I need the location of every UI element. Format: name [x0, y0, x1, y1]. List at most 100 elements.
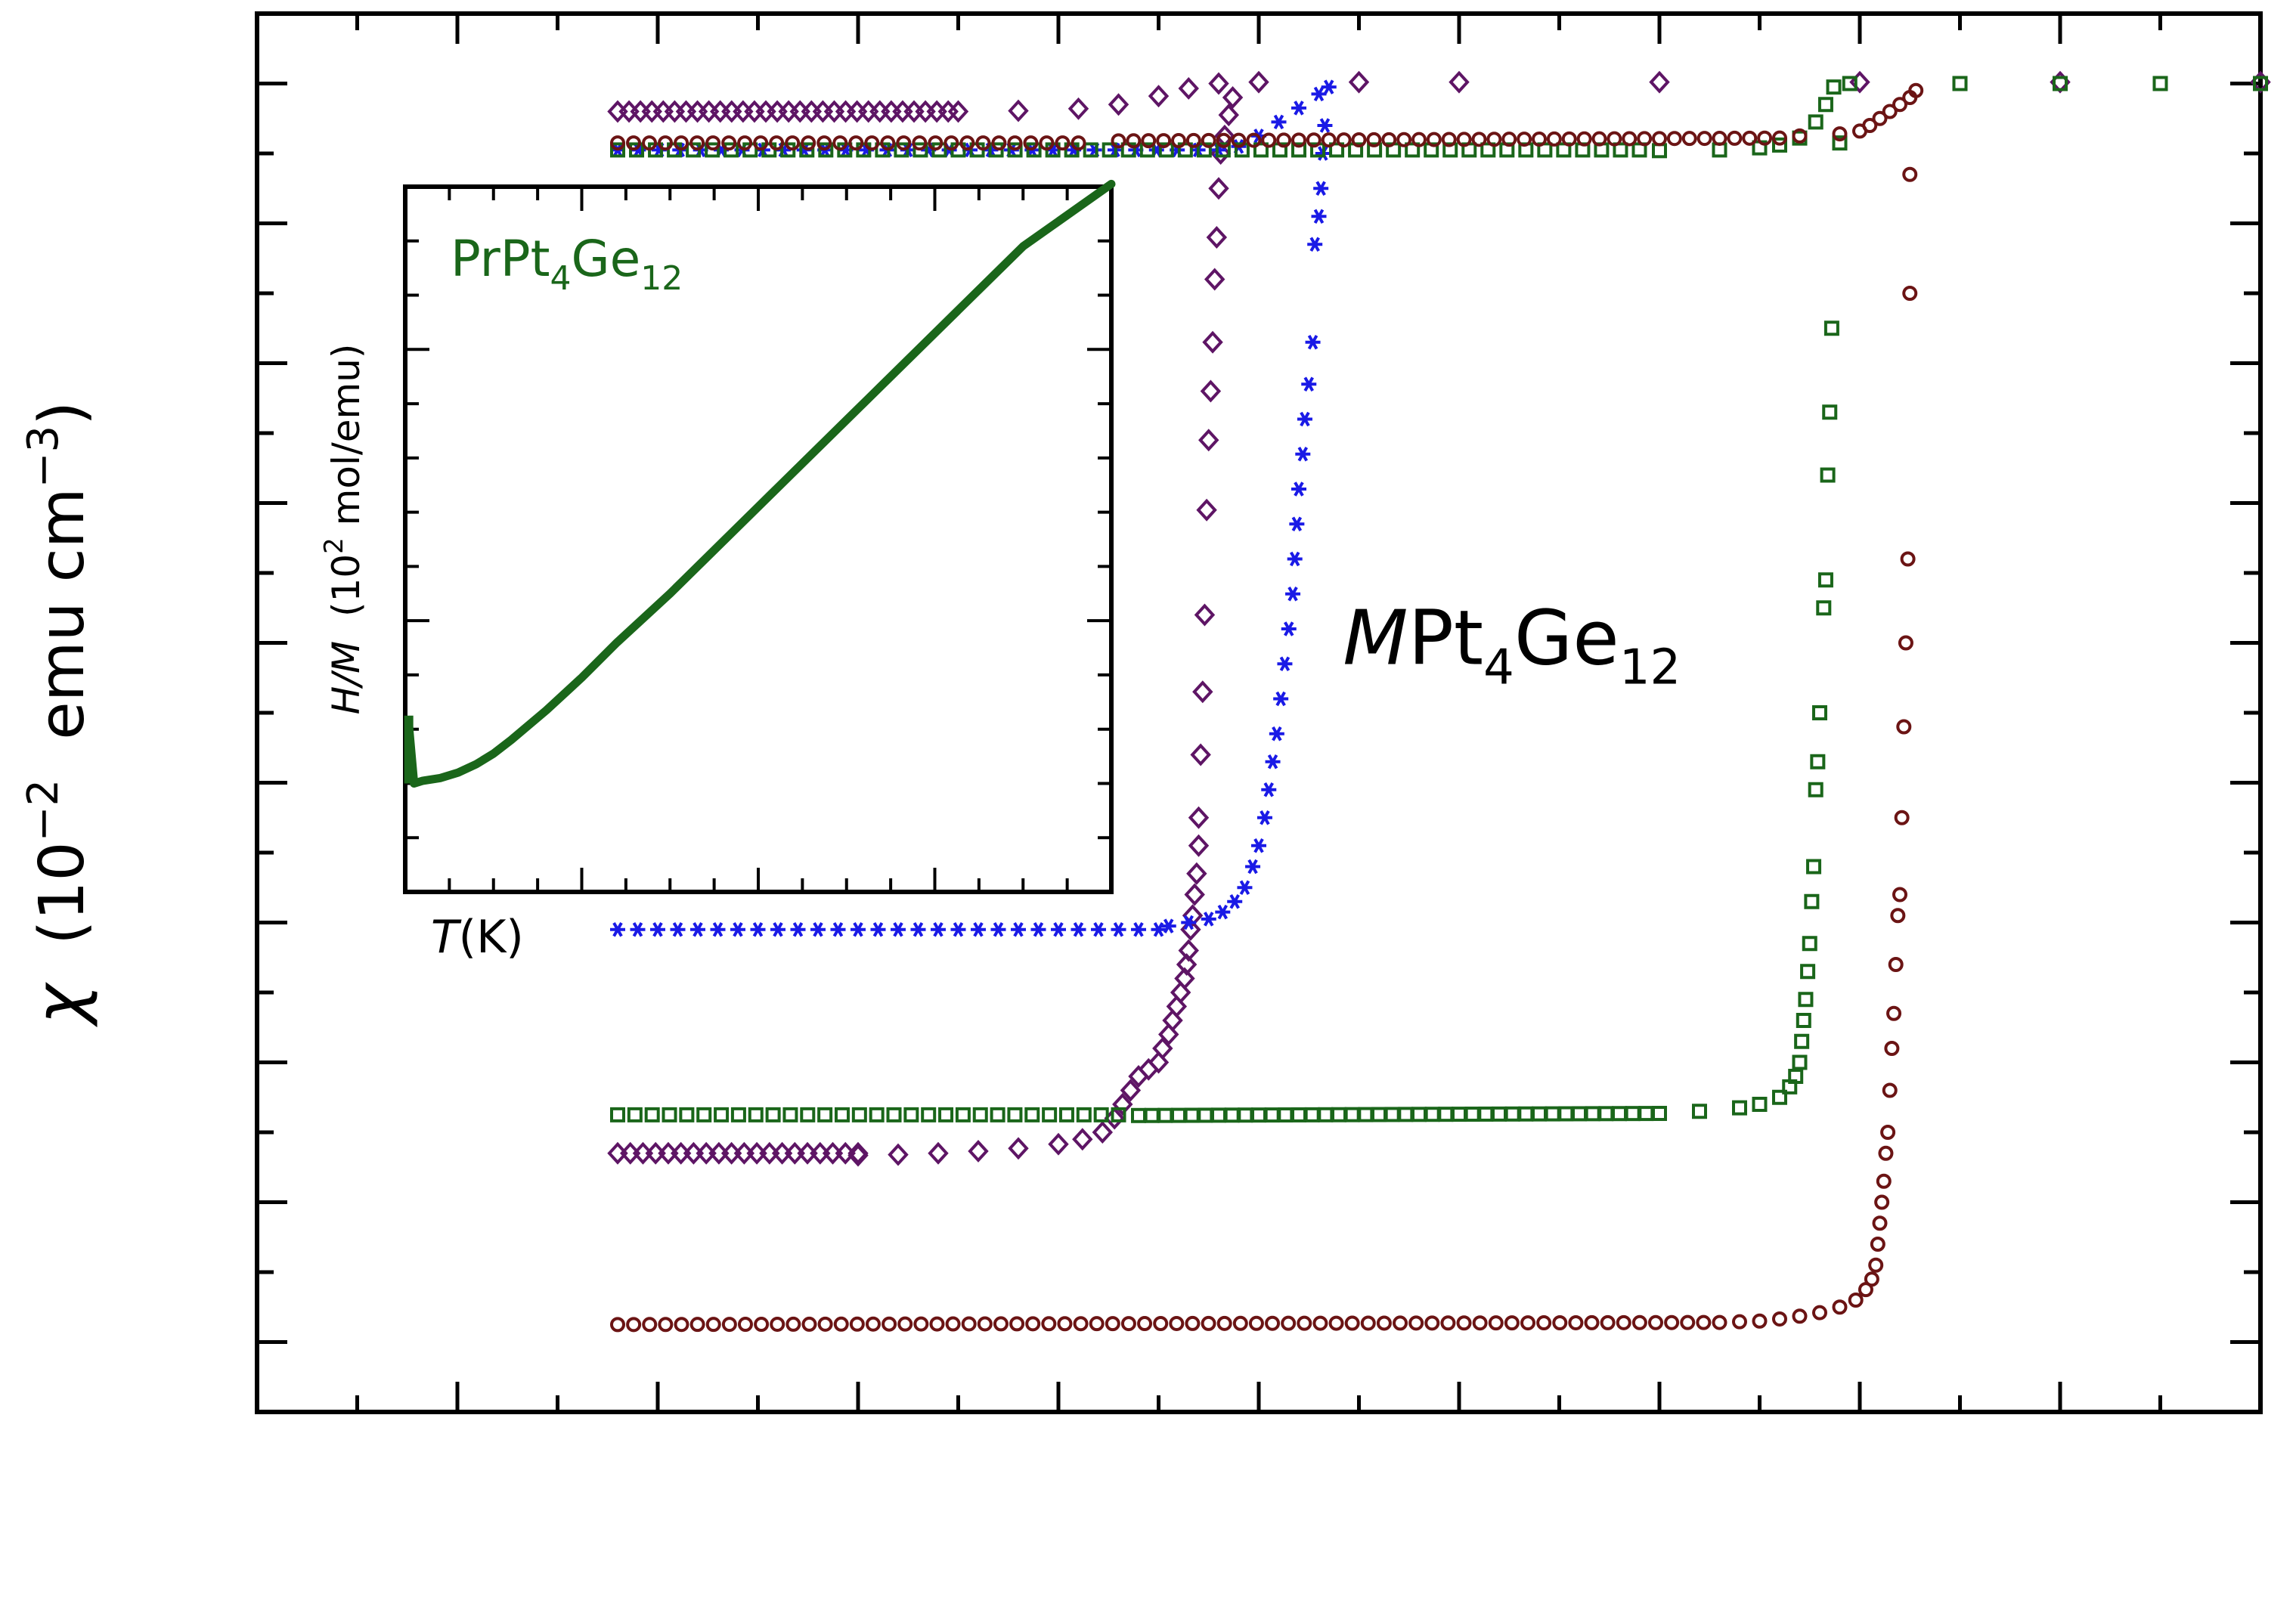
- data-point: [1808, 114, 1823, 130]
- data-point: [1073, 1316, 1089, 1332]
- data-point: [1488, 1315, 1504, 1331]
- data-point: [730, 922, 745, 937]
- data-point: [1169, 1315, 1185, 1331]
- data-point: [1089, 1316, 1105, 1332]
- data-point: [630, 100, 651, 123]
- data-point: [1246, 132, 1262, 148]
- inset-plot: T(K) H/M (102 mol/emu) PrPt4Ge12: [319, 179, 1116, 964]
- data-point: [1817, 97, 1833, 113]
- data-point: [1153, 1316, 1169, 1332]
- data-point: [1816, 600, 1832, 616]
- data-point: [1171, 133, 1186, 149]
- data-point: [959, 135, 975, 151]
- data-point: [1311, 209, 1327, 224]
- data-point: [886, 1107, 902, 1122]
- data-point: [1138, 1057, 1159, 1081]
- data-point: [1398, 1107, 1414, 1122]
- data-point: [658, 135, 674, 151]
- data-point: [626, 1317, 642, 1333]
- data-point: [1872, 110, 1888, 126]
- data-point: [1092, 1121, 1114, 1144]
- data-point: [1800, 964, 1816, 980]
- data-point: [1360, 1315, 1376, 1331]
- data-point: [1111, 133, 1126, 149]
- data-point: [1631, 1314, 1647, 1330]
- data-point: [698, 100, 720, 123]
- data-point: [891, 922, 906, 937]
- data-point: [1652, 1106, 1667, 1122]
- data-point: [1238, 1107, 1253, 1123]
- inset-title-part: PrPt: [451, 230, 550, 288]
- data-point: [1276, 132, 1292, 148]
- data-point: [1139, 142, 1155, 158]
- data-point: [1058, 1107, 1074, 1122]
- data-point: [709, 100, 731, 123]
- data-point: [910, 922, 926, 937]
- data-point: [721, 1317, 737, 1333]
- data-point: [1198, 1107, 1213, 1123]
- data-point: [1301, 376, 1317, 392]
- data-point: [968, 1140, 989, 1163]
- data-point: [1055, 135, 1071, 151]
- data-point: [848, 135, 864, 151]
- data-point: [1408, 1315, 1424, 1331]
- data-point: [1091, 922, 1106, 937]
- data-point: [1366, 132, 1382, 147]
- annotation-part: Pt: [1408, 593, 1484, 682]
- data-point: [1817, 572, 1833, 588]
- data-point: [1190, 743, 1211, 766]
- data-point: [1261, 782, 1277, 797]
- data-point: [1007, 142, 1023, 158]
- main-labels: MPt4Ge12: [1343, 593, 1681, 695]
- data-point: [1067, 97, 1089, 120]
- data-point: [1291, 481, 1306, 497]
- data-point: [1486, 132, 1502, 147]
- data-point: [1278, 1107, 1294, 1123]
- data-point: [950, 922, 966, 937]
- data-point: [1120, 1079, 1142, 1102]
- data-point: [1251, 838, 1266, 853]
- data-point: [1625, 1106, 1641, 1122]
- data-point: [1546, 131, 1562, 147]
- data-point: [1204, 268, 1225, 291]
- data-point: [1585, 1106, 1600, 1122]
- data-point: [1051, 922, 1066, 937]
- data-point: [1772, 130, 1787, 146]
- data-point: [1184, 1107, 1200, 1123]
- inset-curve: [404, 179, 1116, 788]
- data-point: [674, 135, 689, 151]
- y-axis-label-part: emu cm: [26, 488, 98, 739]
- data-point: [990, 922, 1006, 937]
- data-point: [626, 135, 642, 151]
- data-point: [1478, 1106, 1494, 1122]
- data-point: [1111, 922, 1126, 937]
- data-point: [1194, 603, 1216, 627]
- data-point: [1216, 132, 1232, 148]
- data-point: [674, 1317, 689, 1333]
- y-axis-label-part: ): [26, 401, 98, 426]
- data-point: [1248, 1315, 1264, 1331]
- data-point: [1285, 587, 1301, 602]
- inset-x-label-unit: (K): [459, 911, 524, 964]
- data-point: [1192, 680, 1213, 704]
- data-point: [1812, 705, 1827, 720]
- data-point: [670, 922, 686, 937]
- data-point: [1794, 1033, 1810, 1049]
- inset-y-label-part: (10: [324, 554, 368, 617]
- data-point: [1128, 1065, 1149, 1088]
- data-point: [1313, 181, 1329, 196]
- data-point: [1696, 131, 1712, 147]
- data-point: [1312, 1315, 1328, 1331]
- data-point: [1076, 1107, 1092, 1122]
- data-point: [789, 100, 810, 123]
- data-point: [1952, 76, 1968, 91]
- data-point: [1306, 132, 1322, 148]
- data-point: [1666, 131, 1682, 147]
- data-point: [1823, 320, 1839, 336]
- data-point: [1232, 1315, 1248, 1331]
- data-point: [835, 100, 857, 123]
- data-point: [1757, 130, 1773, 146]
- data-point: [892, 100, 913, 123]
- data-point: [896, 135, 912, 151]
- data-point: [1900, 551, 1916, 567]
